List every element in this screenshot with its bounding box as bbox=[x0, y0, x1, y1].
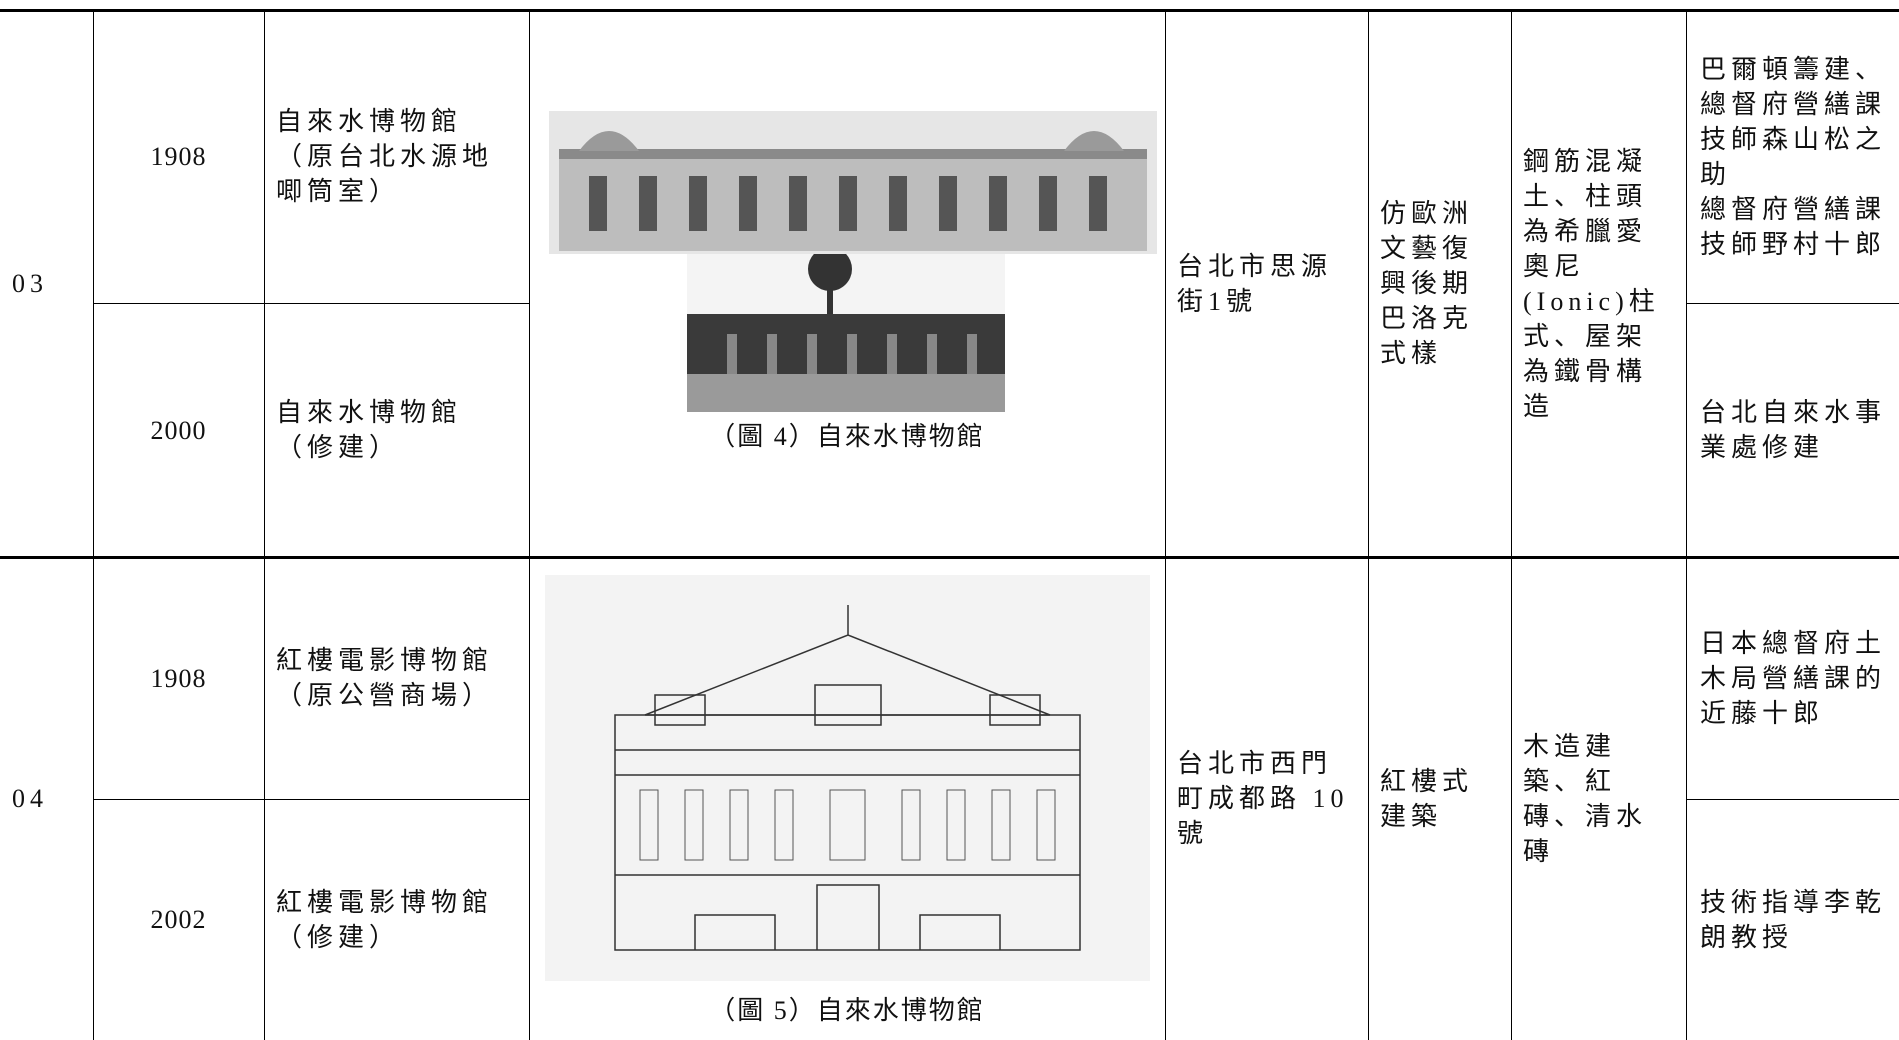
year-cell: 2002 bbox=[93, 799, 264, 1040]
photo-exterior bbox=[549, 111, 1157, 254]
id-cell: 04 bbox=[0, 557, 93, 1040]
col-border bbox=[264, 10, 265, 557]
year: 1908 bbox=[150, 142, 207, 171]
col-border bbox=[93, 557, 94, 1040]
designer: 台北自來水事業處修建 bbox=[1700, 398, 1887, 462]
address-cell: 台北市西門町成都路 10 號 bbox=[1165, 557, 1368, 1040]
year: 2002 bbox=[150, 905, 207, 934]
col-border bbox=[529, 557, 530, 1040]
designer-cell: 日本總督府土木局營繕課的近藤十郎 bbox=[1686, 557, 1899, 799]
drawing-red-house bbox=[545, 575, 1150, 981]
sub-border bbox=[93, 799, 529, 800]
id-cell: 03 bbox=[0, 10, 93, 557]
designer-cell: 技術指導李乾朗教授 bbox=[1686, 799, 1899, 1040]
col-border bbox=[1686, 557, 1687, 1040]
col-border bbox=[1165, 10, 1166, 557]
name-cell: 紅樓電影博物館 （修建） bbox=[264, 799, 529, 1040]
name-cell: 自來水博物館 （原台北水源地唧筒室） bbox=[264, 10, 529, 303]
year-cell: 2000 bbox=[93, 303, 264, 557]
row-id: 04 bbox=[12, 784, 48, 813]
name-line: （原台北水源地唧筒室） bbox=[276, 142, 494, 206]
caption: （圖 4）自來水博物館 bbox=[529, 416, 1165, 453]
year-cell: 1908 bbox=[93, 10, 264, 303]
name-line: 紅樓電影博物館 bbox=[276, 887, 494, 917]
caption: （圖 5）自來水博物館 bbox=[529, 990, 1165, 1027]
name-line: （修建） bbox=[276, 433, 401, 462]
designer: 技術指導李乾朗教授 bbox=[1700, 887, 1887, 952]
name-cell: 紅樓電影博物館 （原公營商場） bbox=[264, 557, 529, 799]
sub-border bbox=[93, 303, 529, 304]
style-cell: 仿歐洲文藝復興後期巴洛克式樣 bbox=[1368, 10, 1511, 557]
col-border bbox=[1165, 557, 1166, 1040]
year-cell: 1908 bbox=[93, 557, 264, 799]
sub-border bbox=[1686, 799, 1899, 800]
col-border bbox=[93, 10, 94, 557]
row-border bbox=[0, 9, 1899, 12]
material-cell: 木造建築、紅磚、清水磚 bbox=[1511, 557, 1686, 1040]
caption-text: （圖 4）自來水博物館 bbox=[709, 422, 985, 451]
designer-cell: 巴爾頓籌建、總督府營繕課技師森山松之助 總督府營繕課技師野村十郎 bbox=[1686, 10, 1899, 303]
address: 台北市西門町成都路 10 號 bbox=[1177, 749, 1349, 848]
style: 仿歐洲文藝復興後期巴洛克式樣 bbox=[1380, 199, 1474, 368]
name-line: （原公營商場） bbox=[276, 681, 494, 710]
col-border bbox=[1511, 557, 1512, 1040]
designer: 巴爾頓籌建、總督府營繕課技師森山松之助 bbox=[1700, 54, 1887, 189]
name-line: 自來水博物館 bbox=[276, 107, 463, 136]
style-cell: 紅樓式建築 bbox=[1368, 557, 1511, 1040]
material-cell: 鋼筋混凝土、柱頭為希臘愛奧尼(Ionic)柱式、屋架為鐵骨構造 bbox=[1511, 10, 1686, 557]
address: 台北市思源街1號 bbox=[1177, 251, 1333, 316]
style: 紅樓式建築 bbox=[1380, 766, 1474, 831]
col-border bbox=[1511, 10, 1512, 557]
year: 1908 bbox=[150, 663, 207, 693]
year: 2000 bbox=[150, 415, 207, 445]
name-cell: 自來水博物館 （修建） bbox=[264, 303, 529, 557]
col-border bbox=[1368, 10, 1369, 557]
address-cell: 台北市思源街1號 bbox=[1165, 10, 1368, 557]
designer: 總督府營繕課技師野村十郎 bbox=[1700, 194, 1887, 259]
col-border bbox=[1686, 10, 1687, 557]
photo-colonnade bbox=[687, 254, 1005, 412]
name-line: （修建） bbox=[276, 922, 401, 952]
material: 木造建築、紅磚、清水磚 bbox=[1523, 731, 1648, 866]
name-line: 自來水博物館 bbox=[276, 398, 463, 427]
designer: 日本總督府土木局營繕課的近藤十郎 bbox=[1700, 628, 1887, 728]
name-line: 紅樓電影博物館 bbox=[276, 646, 494, 675]
row-border bbox=[0, 556, 1899, 559]
material: 鋼筋混凝土、柱頭為希臘愛奧尼(Ionic)柱式、屋架為鐵骨構造 bbox=[1523, 146, 1660, 421]
row-id: 03 bbox=[12, 269, 48, 298]
designer-cell: 台北自來水事業處修建 bbox=[1686, 303, 1899, 557]
col-border bbox=[529, 10, 530, 557]
caption-text: （圖 5）自來水博物館 bbox=[709, 996, 985, 1025]
sub-border bbox=[1686, 303, 1899, 304]
col-border bbox=[1368, 557, 1369, 1040]
col-border bbox=[264, 557, 265, 1040]
